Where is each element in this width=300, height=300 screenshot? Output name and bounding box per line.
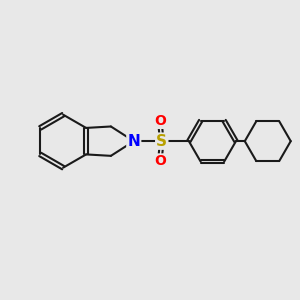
Text: S: S (156, 134, 167, 149)
Text: O: O (154, 114, 166, 128)
Text: N: N (128, 134, 140, 149)
Text: O: O (154, 154, 166, 168)
